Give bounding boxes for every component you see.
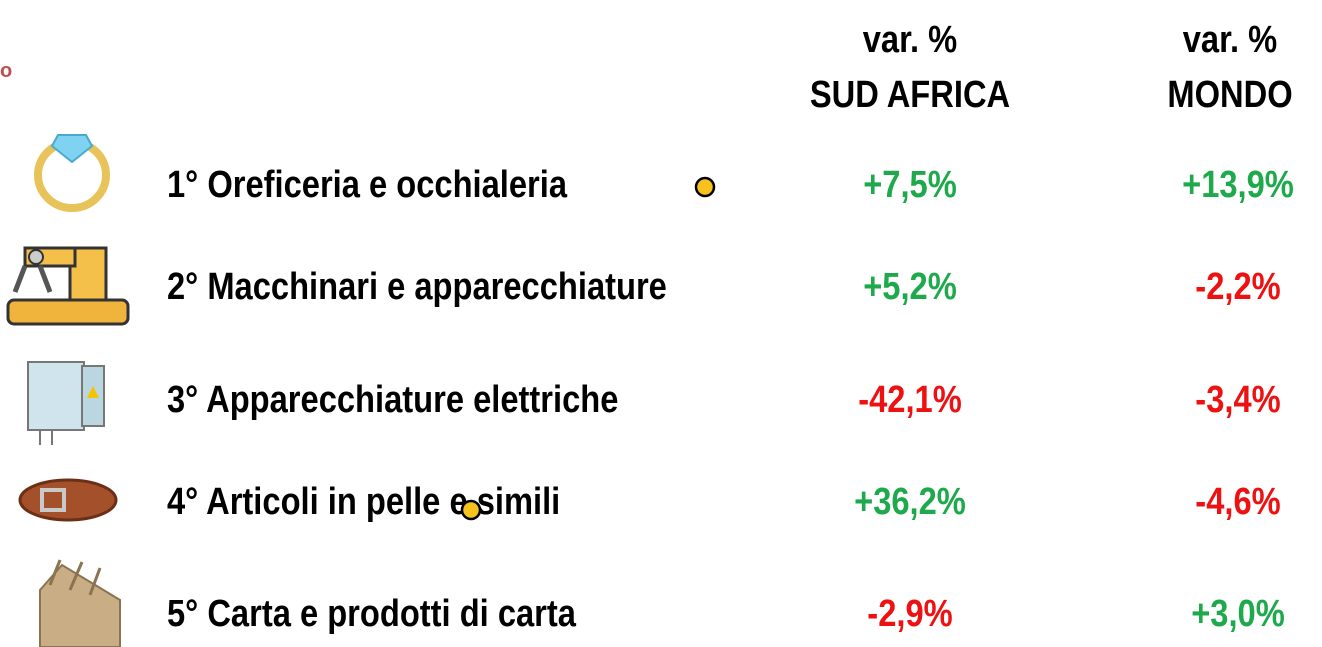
row-label: 2° Macchinari e apparecchiature — [167, 265, 667, 309]
value-cell: -4,6% — [1135, 480, 1322, 524]
row-label: 1° Oreficeria e occhialeria — [167, 163, 567, 207]
value-cell: +36,2% — [807, 480, 1013, 524]
ring-icon — [38, 135, 106, 208]
machine-icon — [8, 248, 128, 324]
corner-fragment: o — [0, 60, 12, 83]
value-cell: +7,5% — [807, 163, 1013, 207]
value-cell: -2,2% — [1135, 265, 1322, 309]
value-cell: +3,0% — [1135, 592, 1322, 636]
belt-icon — [20, 480, 116, 520]
value-cell: +13,9% — [1135, 163, 1322, 207]
header-line: var. % — [1118, 18, 1322, 62]
value-cell: +5,2% — [807, 265, 1013, 309]
value-cell: -3,4% — [1135, 378, 1322, 422]
value-cell: -42,1% — [807, 378, 1013, 422]
header-line: SUD AFRICA — [798, 73, 1022, 117]
header-line: MONDO — [1118, 73, 1322, 117]
header-line: var. % — [798, 18, 1022, 62]
row-label: 4° Articoli in pelle e simili — [167, 480, 560, 524]
row-label: 5° Carta e prodotti di carta — [167, 592, 576, 636]
electric-cabinet-icon — [28, 362, 104, 445]
slide: o var. % SUD AFRICA var. % MONDO 1° Oref… — [0, 0, 1322, 647]
marker-dot — [696, 178, 714, 196]
row-label: 3° Apparecchiature elettriche — [167, 378, 618, 422]
paper-box-icon — [40, 560, 120, 647]
value-cell: -2,9% — [807, 592, 1013, 636]
